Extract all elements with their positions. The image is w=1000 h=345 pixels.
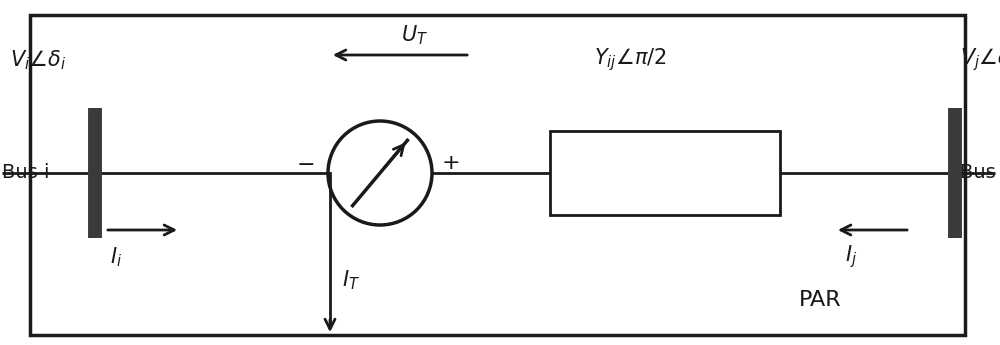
Text: $I_i$: $I_i$ [110,245,122,269]
Text: $Y_{ij}\angle\pi/2$: $Y_{ij}\angle\pi/2$ [594,47,666,73]
Text: Bus i: Bus i [2,164,50,183]
Text: $I_T$: $I_T$ [342,268,360,292]
Text: $+$: $+$ [441,153,459,173]
Text: PAR: PAR [799,290,841,310]
Text: $-$: $-$ [296,153,314,173]
Text: $U_T$: $U_T$ [401,23,429,47]
Text: $V_i\angle\delta_i$: $V_i\angle\delta_i$ [10,48,66,72]
Bar [550,131,780,215]
Text: Bus j: Bus j [960,164,1000,183]
Text: $I_j$: $I_j$ [845,244,857,270]
Text: $V_j\angle\delta_j$: $V_j\angle\delta_j$ [960,47,1000,73]
